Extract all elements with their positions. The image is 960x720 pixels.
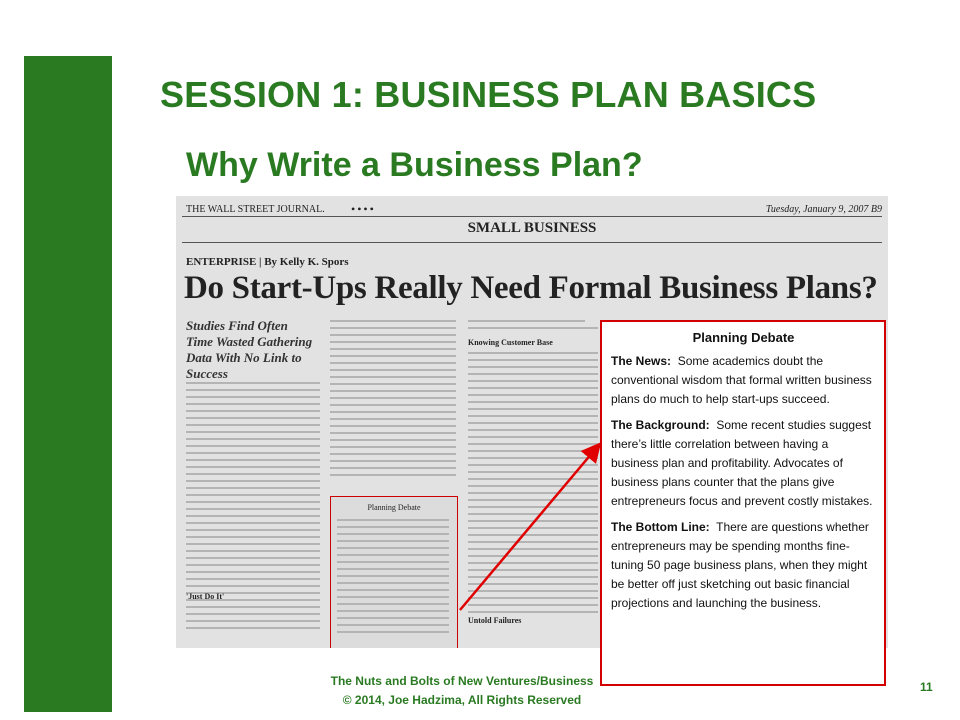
- article-column-2: [330, 320, 456, 481]
- article-byline: ENTERPRISE | By Kelly K. Spors: [186, 256, 349, 268]
- footer-copyright: © 2014, Joe Hadzima, All Rights Reserved: [342, 693, 582, 707]
- callout-news-label: The News:: [611, 354, 672, 368]
- slide-subtitle: Why Write a Business Plan?: [186, 146, 643, 184]
- divider: [182, 242, 882, 243]
- callout-bottom-text: There are questions whether entrepreneur…: [611, 520, 869, 610]
- planning-debate-callout: Planning Debate The News: Some academics…: [600, 320, 886, 686]
- newspaper-section: SMALL BUSINESS: [467, 220, 597, 236]
- callout-background-label: The Background:: [611, 418, 710, 432]
- article-headline: Do Start-Ups Really Need Formal Business…: [184, 270, 878, 306]
- slide-title: SESSION 1: BUSINESS PLAN BASICS: [160, 74, 817, 115]
- callout-title: Planning Debate: [692, 330, 795, 345]
- article-deck: Studies Find Often Time Wasted Gathering…: [186, 318, 313, 381]
- article-subhead: Untold Failures: [468, 616, 522, 625]
- footer-date: January 2014: [24, 682, 101, 696]
- newspaper-date: Tuesday, January 9, 2007 B9: [765, 204, 882, 215]
- decorative-green-bar: [24, 56, 112, 712]
- footer-center: The Nuts and Bolts of New Ventures/Busin…: [312, 672, 612, 710]
- inline-box-text: [337, 519, 449, 638]
- article-subhead: 'Just Do It': [186, 592, 225, 601]
- newspaper-masthead: THE WALL STREET JOURNAL.: [186, 204, 325, 215]
- callout-background-text: Some recent studies suggest there’s litt…: [611, 418, 873, 508]
- page-number: 11: [920, 680, 933, 694]
- callout-bottom-label: The Bottom Line:: [611, 520, 710, 534]
- article-column-3: [468, 320, 598, 334]
- article-subhead: Knowing Customer Base: [468, 338, 553, 347]
- divider: [182, 216, 882, 217]
- footer-course: The Nuts and Bolts of New Ventures/Busin…: [330, 674, 594, 688]
- callout-background: The Background: Some recent studies sugg…: [611, 416, 876, 511]
- callout-news: The News: Some academics doubt the conve…: [611, 352, 876, 409]
- callout-bottom-line: The Bottom Line: There are questions whe…: [611, 518, 876, 613]
- article-column-3-body: [468, 352, 598, 618]
- article-column-1: [186, 382, 320, 634]
- callout-news-text: Some academics doubt the conventional wi…: [611, 354, 872, 406]
- inline-sidebar-box: Planning Debate: [330, 496, 458, 648]
- inline-box-title: Planning Debate: [367, 503, 421, 512]
- masthead-dots: ••••: [351, 202, 376, 216]
